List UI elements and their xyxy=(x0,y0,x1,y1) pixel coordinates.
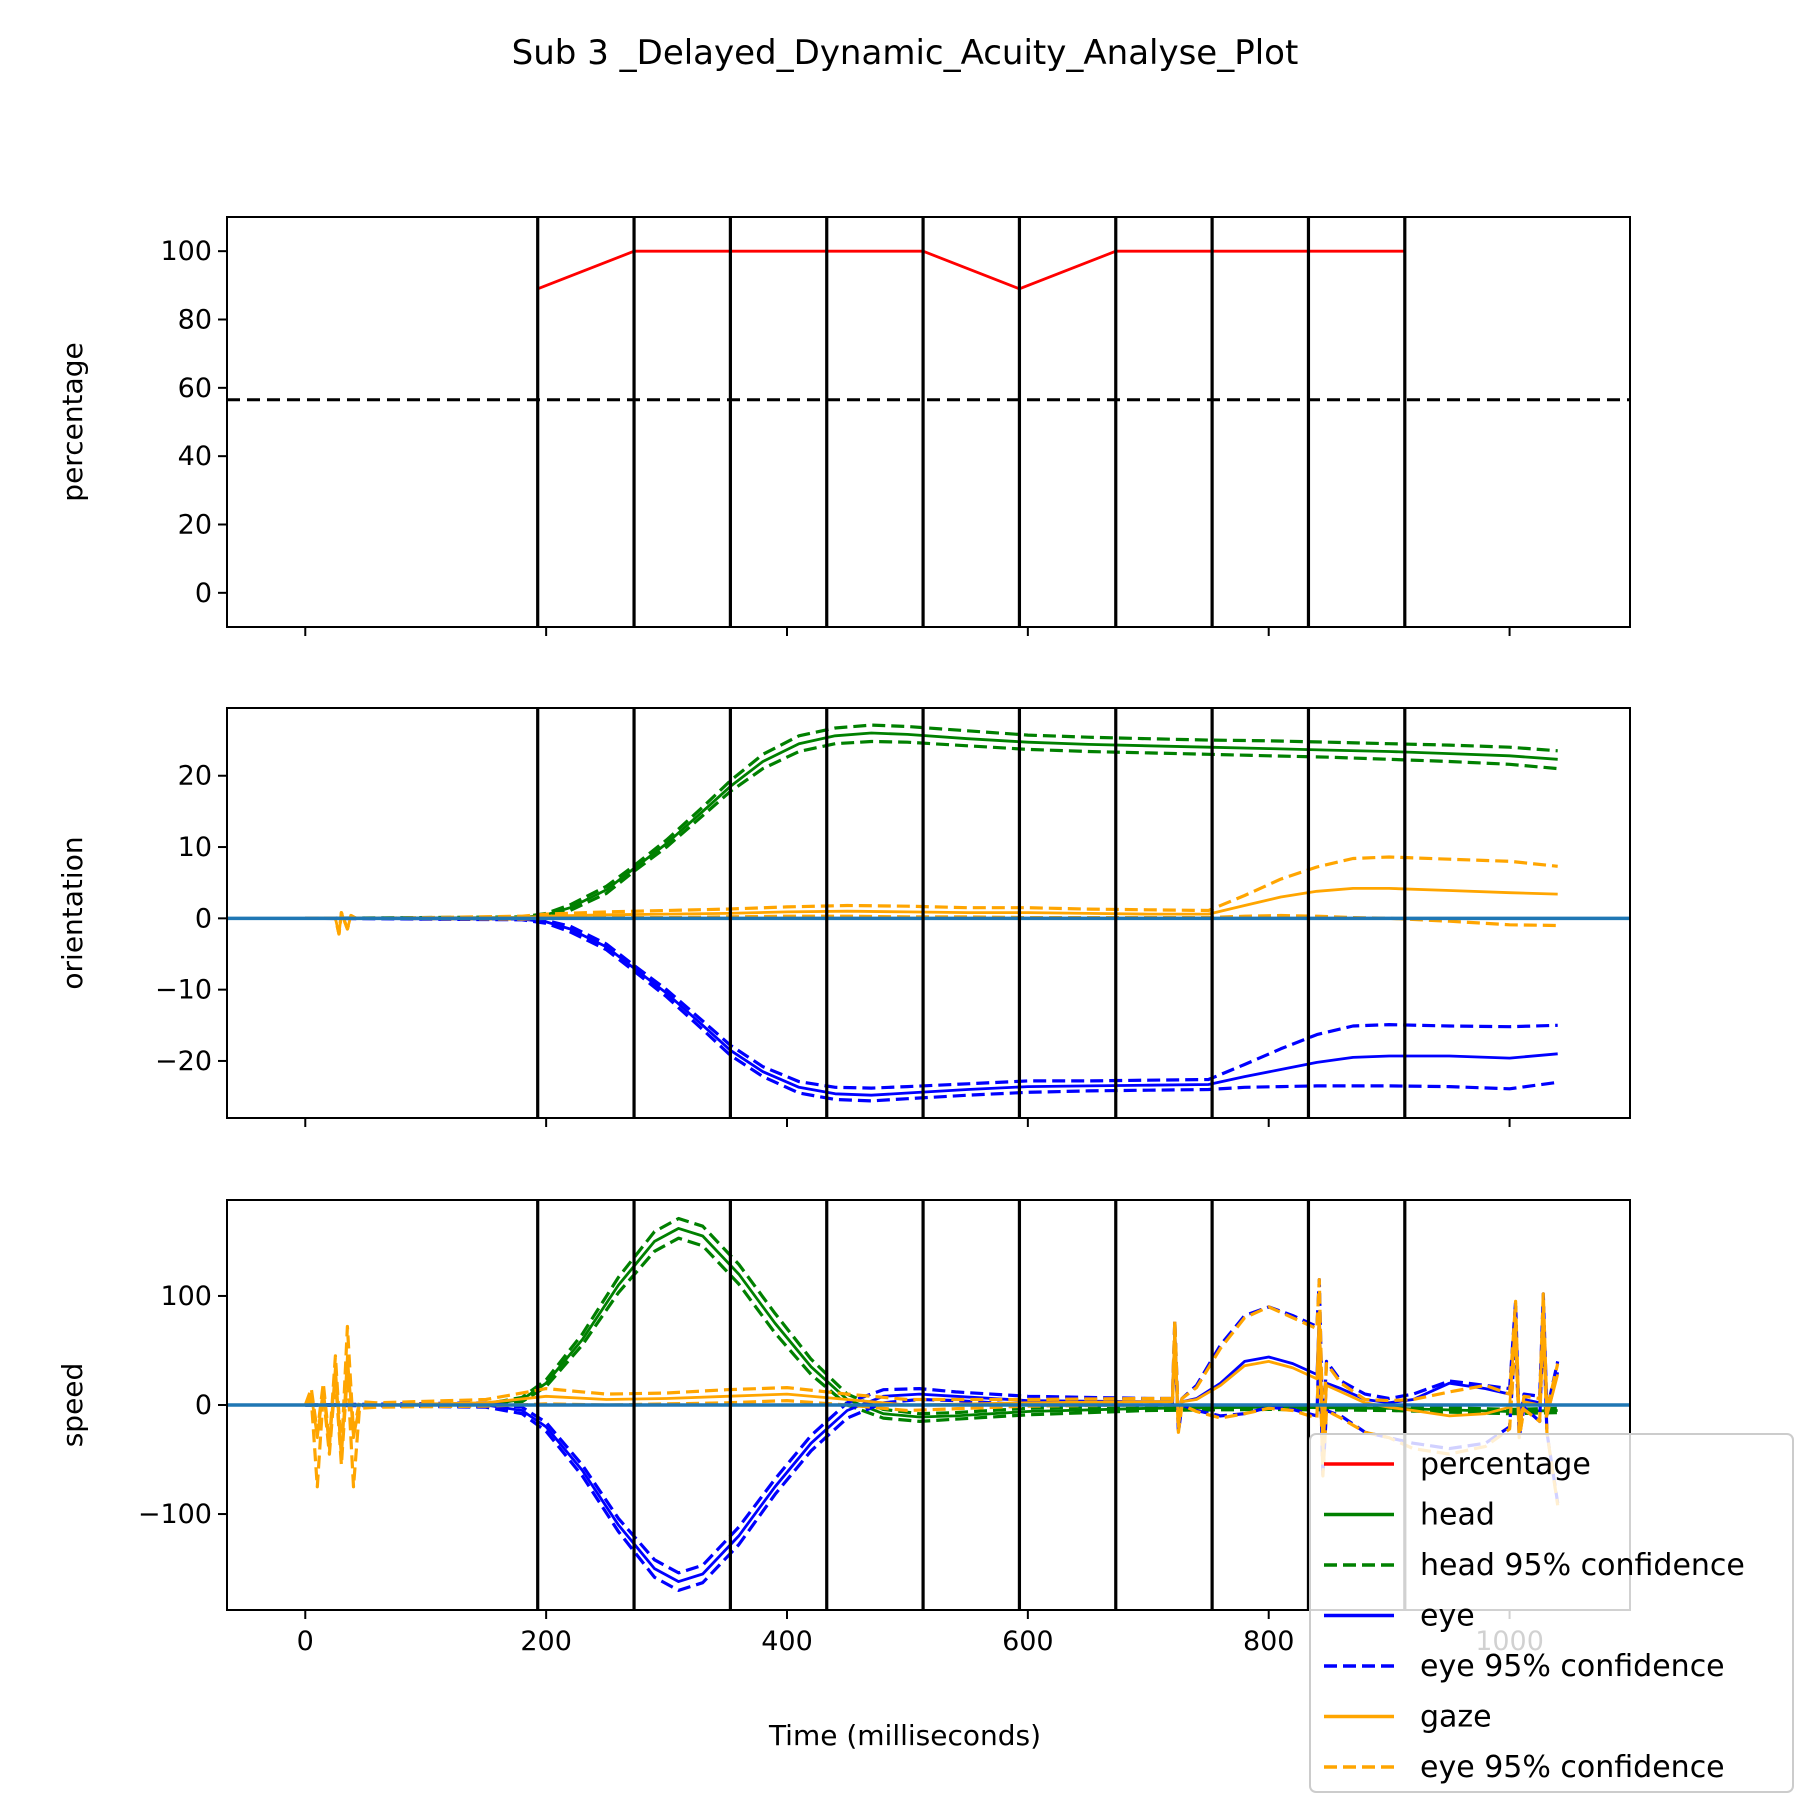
y-tick-label: 60 xyxy=(178,373,212,404)
series-gaze-ci-lower xyxy=(305,910,1558,936)
percentage-panel: 0 20 40 60 80 100 percentage xyxy=(56,216,1631,636)
y-axis-label: speed xyxy=(56,1363,89,1448)
subplots: 020406080100percentage−20−1001020orienta… xyxy=(56,216,1631,1657)
series-head-ci-lower xyxy=(305,739,1558,920)
legend-label: eye xyxy=(1420,1599,1475,1634)
series-head xyxy=(305,731,1558,920)
legend-item: head xyxy=(1324,1498,1495,1533)
legend-label: percentage xyxy=(1420,1447,1591,1482)
legend-label: head 95% confidence xyxy=(1420,1548,1745,1583)
legend-item: gaze xyxy=(1324,1700,1492,1735)
y-tick-label: 0 xyxy=(195,1390,212,1421)
x-tick-label: 600 xyxy=(1002,1626,1054,1657)
y-tick-label: 20 xyxy=(178,510,212,541)
y-tick-label: 20 xyxy=(178,761,212,792)
y-tick-label: 100 xyxy=(160,1281,212,1312)
plot-area xyxy=(227,708,1630,1118)
y-tick-label: −10 xyxy=(155,975,212,1006)
series-head-ci-lower xyxy=(305,1236,1558,1424)
axes-frame xyxy=(226,216,1631,628)
y-axis-label: percentage xyxy=(56,342,89,501)
orientation-panel: −20 −10 0 10 20 orientation xyxy=(56,707,1631,1127)
y-tick-label: 0 xyxy=(195,903,212,934)
series-head xyxy=(305,1227,1558,1419)
plot-area xyxy=(227,217,1630,627)
x-tick-label: 400 xyxy=(761,1626,813,1657)
series-gaze-ci-upper xyxy=(305,855,1558,936)
y-tick-label: 80 xyxy=(178,305,212,336)
axes-frame xyxy=(226,707,1631,1119)
x-tick-label: 0 xyxy=(297,1626,314,1657)
series-gaze xyxy=(304,1305,1560,1461)
legend-label: eye 95% confidence xyxy=(1420,1649,1725,1684)
plot-area xyxy=(227,1200,1630,1610)
legend: percentage head head 95% confidence eye eye … xyxy=(1309,1433,1794,1793)
series-eye-ci-lower xyxy=(305,916,1558,1103)
x-tick-label: 800 xyxy=(1243,1626,1295,1657)
y-axis-label: orientation xyxy=(56,836,89,989)
series-gaze-ci-lower xyxy=(304,1318,1560,1506)
x-tick-label: 200 xyxy=(520,1626,572,1657)
legend-item: eye 95% confidence xyxy=(1324,1649,1725,1684)
legend-label: gaze xyxy=(1420,1700,1492,1735)
figure-title: Sub 3 _Delayed_Dynamic_Acuity_Analyse_Pl… xyxy=(512,33,1299,73)
legend-item: eye xyxy=(1324,1599,1475,1634)
series-head-ci-upper xyxy=(305,723,1558,920)
y-tick-label: 40 xyxy=(178,441,212,472)
legend-label: eye 95% confidence xyxy=(1420,1750,1725,1785)
y-tick-label: 10 xyxy=(178,832,212,863)
legend-item: percentage xyxy=(1324,1447,1591,1482)
series-eye-ci-upper xyxy=(305,916,1558,1090)
series-percentage xyxy=(537,249,1405,291)
legend-label: head xyxy=(1420,1498,1495,1533)
x-axis-label: Time (milliseconds) xyxy=(768,1719,1041,1752)
y-tick-label: 0 xyxy=(195,578,212,609)
legend-item: head 95% confidence xyxy=(1324,1548,1745,1583)
legend-item: eye 95% confidence xyxy=(1324,1750,1725,1785)
speed-panel: −100010002004006008001000speed xyxy=(56,1199,1631,1657)
legend-box xyxy=(1309,1433,1794,1793)
y-tick-label: −100 xyxy=(138,1499,212,1530)
y-tick-label: −20 xyxy=(155,1046,212,1077)
series-eye xyxy=(305,916,1558,1097)
y-tick-label: 100 xyxy=(160,236,212,267)
